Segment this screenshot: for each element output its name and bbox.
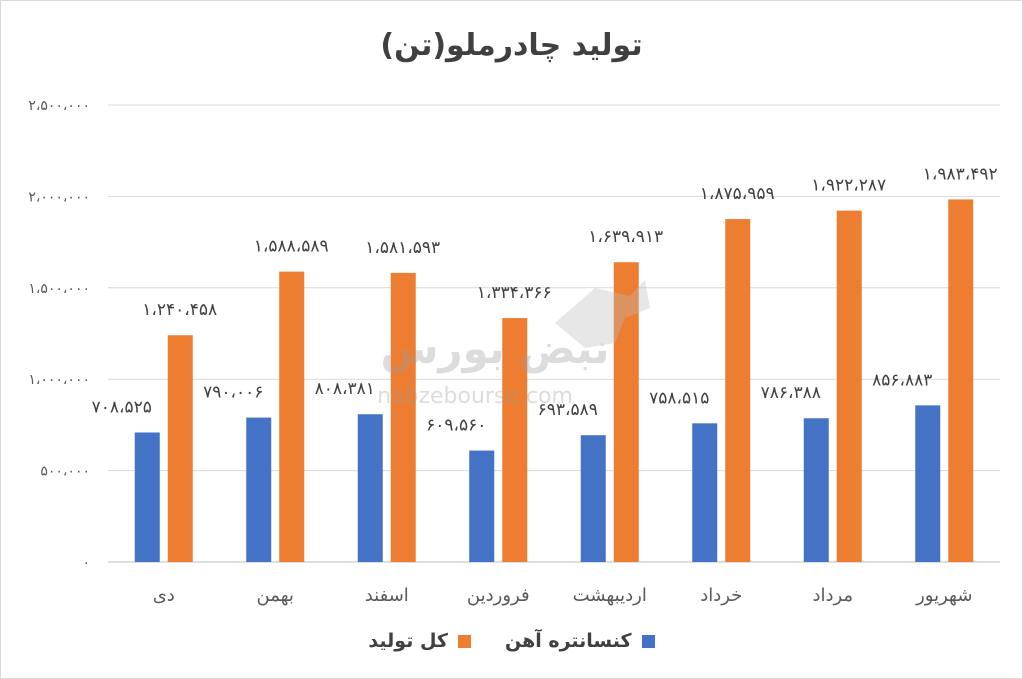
data-label-total: ۱،۲۴۰،۴۵۸ (142, 300, 217, 320)
bar-total (836, 210, 862, 562)
legend-label-concentrate: کنسانتره آهن (504, 630, 632, 652)
x-tick-label: مرداد (812, 585, 853, 606)
x-tick-label: شهریور (915, 585, 972, 606)
data-label-total: ۱،۹۲۲،۲۸۷ (811, 176, 886, 196)
data-label-concentrate: ۷۵۸،۵۱۵ (649, 388, 709, 408)
bar-concentrate (469, 450, 495, 562)
bar-concentrate (692, 423, 718, 562)
data-label-concentrate: ۶۹۳،۵۸۹ (538, 400, 598, 420)
data-label-concentrate: ۷۸۶،۳۸۸ (761, 383, 821, 403)
x-tick-label: خرداد (700, 585, 742, 606)
bar-concentrate (357, 414, 383, 562)
x-tick-label: اسفند (365, 585, 409, 606)
legend-label-total: کل تولید (368, 630, 448, 652)
legend-swatch-total (457, 634, 471, 648)
data-label-concentrate: ۸۰۸،۳۸۱ (315, 379, 375, 399)
data-label-total: ۱،۵۸۱،۵۹۳ (365, 238, 440, 258)
data-label-total: ۱،۵۸۸،۵۸۹ (254, 237, 329, 257)
bar-total (725, 219, 751, 562)
y-tick-label: ۰ (82, 555, 90, 571)
legend: کل تولید کنسانتره آهن (0, 630, 1023, 652)
data-label-total: ۱،۶۳۹،۹۱۳ (588, 227, 663, 247)
chart-title: تولید چادرملو(تن) (380, 28, 643, 63)
data-label-total: ۱،۳۳۴،۳۶۶ (477, 283, 552, 303)
bar-total (167, 335, 193, 562)
data-label-concentrate: ۷۰۸،۵۲۵ (92, 397, 152, 417)
x-tick-label: دی (153, 585, 175, 606)
bar-total (613, 262, 639, 562)
bar-concentrate (803, 418, 829, 562)
bar-total (948, 199, 974, 562)
x-tick-label: بهمن (257, 585, 294, 606)
y-tick-label: ۱،۰۰۰،۰۰۰ (28, 372, 90, 388)
x-tick-label: اردیبهشت (573, 585, 647, 606)
legend-swatch-concentrate (641, 634, 655, 648)
bar-concentrate (134, 432, 160, 562)
data-label-concentrate: ۶۰۹،۵۶۰ (426, 416, 486, 436)
y-tick-label: ۲،۰۰۰،۰۰۰ (28, 189, 90, 205)
bar-concentrate (915, 405, 941, 562)
y-tick-label: ۵۰۰،۰۰۰ (40, 464, 90, 480)
legend-item-concentrate: کنسانتره آهن (505, 630, 655, 652)
x-tick-label: فروردین (467, 585, 530, 606)
bar-total (502, 318, 528, 562)
bar-total (279, 271, 305, 562)
y-tick-label: ۲،۵۰۰،۰۰۰ (28, 98, 90, 114)
data-label-total: ۱،۹۸۳،۴۹۲ (923, 164, 998, 184)
data-label-concentrate: ۸۵۶،۸۸۳ (872, 370, 932, 390)
bar-total (390, 272, 416, 562)
legend-item-total: کل تولید (368, 630, 471, 652)
bar-concentrate (580, 435, 606, 562)
data-label-total: ۱،۸۷۵،۹۵۹ (700, 184, 775, 204)
bar-concentrate (246, 417, 272, 562)
y-tick-label: ۱،۵۰۰،۰۰۰ (28, 281, 90, 297)
data-label-concentrate: ۷۹۰،۰۰۶ (203, 383, 263, 403)
